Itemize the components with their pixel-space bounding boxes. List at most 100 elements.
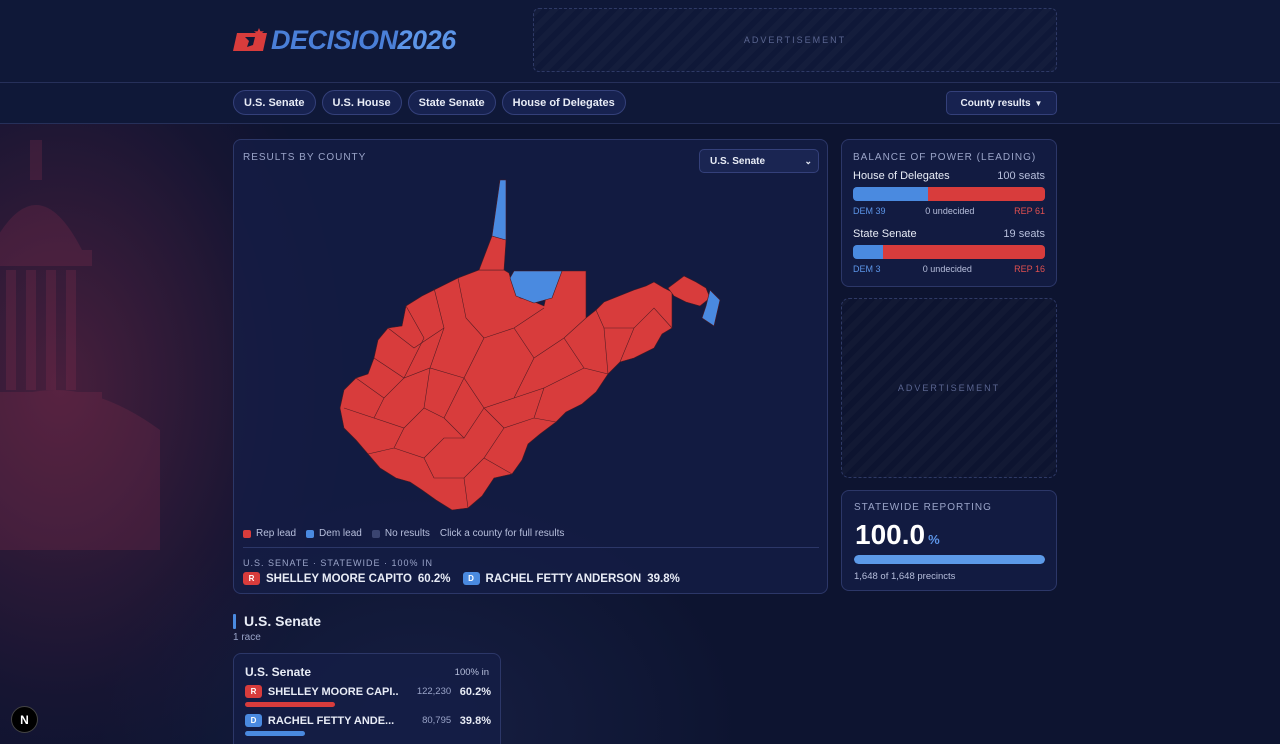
view-mode-label: County results bbox=[960, 97, 1031, 109]
rep-seat-label: REP 16 bbox=[1014, 264, 1045, 274]
race-candidate-pct: 39.8% bbox=[459, 714, 491, 727]
dem-seat-label: DEM 3 bbox=[853, 264, 881, 274]
reporting-progress-fill bbox=[854, 555, 1045, 564]
race-candidate-row: R SHELLEY MOORE CAPI... 122,230 60.2% bbox=[245, 685, 491, 707]
logo-year: 2026 bbox=[397, 24, 457, 55]
county-region-panhandle bbox=[478, 235, 507, 271]
section-title: U.S. Senate bbox=[244, 613, 322, 629]
chamber-senate[interactable]: State Senate 19 seats DEM 3 0 undecided REP… bbox=[853, 228, 1045, 274]
chamber-name: State Senate bbox=[853, 228, 917, 240]
vote-share-track bbox=[245, 702, 395, 707]
seat-bar bbox=[853, 187, 1045, 201]
legend-dem: Dem lead bbox=[306, 528, 362, 539]
reporting-number: 100.0 bbox=[855, 519, 926, 550]
dev-tools-button[interactable]: N bbox=[11, 706, 38, 733]
vote-share-track bbox=[245, 731, 395, 736]
none-swatch bbox=[371, 529, 380, 538]
rep-seat-fill bbox=[927, 187, 1045, 201]
chamber-seats: 100 seats bbox=[997, 170, 1045, 182]
tab-state-senate[interactable]: State Senate bbox=[407, 90, 496, 115]
statewide-candidates: R SHELLEY MOORE CAPITO 60.2% D RACHEL FE… bbox=[243, 572, 692, 585]
logo-word: DECISION bbox=[271, 24, 398, 55]
sidebar-ad-slot[interactable]: ADVERTISEMENT bbox=[841, 298, 1057, 478]
ad-label: ADVERTISEMENT bbox=[743, 35, 847, 45]
seat-bar bbox=[853, 245, 1045, 259]
reporting-title: STATEWIDE REPORTING bbox=[854, 502, 992, 513]
county-region-north-dem bbox=[491, 179, 507, 241]
map-divider bbox=[243, 547, 819, 548]
tab-us-house[interactable]: U.S. House bbox=[321, 90, 402, 115]
rep-swatch bbox=[243, 529, 251, 538]
race-card-us-senate[interactable]: U.S. Senate 100% in R SHELLEY MOORE CAPI… bbox=[233, 653, 501, 744]
vote-share-fill bbox=[245, 731, 305, 736]
section-race-count: 1 race bbox=[233, 632, 261, 643]
candidate-name: SHELLEY MOORE CAPITO bbox=[266, 572, 412, 585]
dem-seat-label: DEM 39 bbox=[853, 206, 886, 216]
view-mode-select[interactable]: County results ▼ bbox=[946, 91, 1057, 115]
candidate-pct: 39.8% bbox=[647, 572, 680, 585]
chamber-house[interactable]: House of Delegates 100 seats DEM 39 0 unde… bbox=[853, 170, 1045, 216]
capitol-dome-backdrop bbox=[0, 140, 160, 550]
precincts-count: 1,648 of 1,648 precincts bbox=[854, 571, 956, 582]
legend-rep-label: Rep lead bbox=[256, 528, 297, 539]
legend-none: No results bbox=[371, 528, 430, 539]
logo-text: DECISION2026 bbox=[271, 25, 456, 56]
race-tabs: U.S. Senate U.S. House State Senate Hous… bbox=[233, 90, 626, 115]
flag-star-icon bbox=[233, 28, 267, 51]
undecided-label: 0 undecided bbox=[922, 264, 972, 274]
map-race-select[interactable]: U.S. Senate ⌄ bbox=[699, 149, 819, 173]
dem-swatch bbox=[306, 529, 315, 538]
legend-rep: Rep lead bbox=[243, 528, 296, 539]
race-candidate-name: RACHEL FETTY ANDE... bbox=[267, 714, 395, 727]
county-region-eastern bbox=[667, 275, 711, 307]
dem-seat-fill bbox=[853, 187, 928, 201]
chamber-seats: 19 seats bbox=[1003, 228, 1045, 240]
candidate-pct: 60.2% bbox=[417, 572, 451, 585]
county-map-panel: RESULTS BY COUNTY U.S. Senate ⌄ bbox=[233, 139, 828, 594]
section-accent bbox=[233, 614, 236, 629]
party-badge-d: D bbox=[462, 572, 480, 585]
party-badge-r: R bbox=[245, 685, 262, 698]
county-region-jefferson-dem bbox=[701, 289, 721, 327]
reporting-progress-bar bbox=[854, 555, 1045, 564]
race-candidate-row: D RACHEL FETTY ANDE... 80,795 39.8% bbox=[245, 714, 491, 736]
map-legend: Rep lead Dem lead No results Click a cou… bbox=[243, 528, 574, 539]
rep-seat-label: REP 61 bbox=[1014, 206, 1045, 216]
chamber-name: House of Delegates bbox=[853, 170, 950, 182]
race-card-title: U.S. Senate bbox=[245, 665, 312, 679]
race-candidate-pct: 60.2% bbox=[459, 685, 491, 698]
west-virginia-county-map[interactable] bbox=[334, 178, 734, 528]
balance-title: BALANCE OF POWER (LEADING) bbox=[853, 152, 1037, 163]
county-region-mon-dem bbox=[509, 270, 563, 304]
race-card-reporting: 100% in bbox=[454, 667, 489, 678]
header-divider bbox=[0, 82, 1280, 83]
top-ad-slot[interactable]: ADVERTISEMENT bbox=[533, 8, 1057, 72]
legend-dem-label: Dem lead bbox=[319, 528, 362, 539]
map-panel-title: RESULTS BY COUNTY bbox=[243, 152, 367, 163]
race-candidate-votes: 122,230 bbox=[416, 686, 452, 697]
chevron-down-icon: ⌄ bbox=[804, 155, 812, 166]
map-race-select-value: U.S. Senate bbox=[710, 155, 766, 167]
undecided-label: 0 undecided bbox=[925, 206, 975, 216]
statewide-summary-label: U.S. SENATE · STATEWIDE · 100% IN bbox=[243, 558, 434, 568]
candidate-name: RACHEL FETTY ANDERSON bbox=[485, 572, 642, 585]
decision-logo[interactable]: DECISION2026 bbox=[233, 25, 456, 55]
ad-label: ADVERTISEMENT bbox=[897, 383, 1001, 393]
tab-us-senate[interactable]: U.S. Senate bbox=[233, 90, 316, 115]
race-candidate-votes: 80,795 bbox=[422, 715, 452, 726]
caret-down-icon: ▼ bbox=[1034, 98, 1043, 108]
reporting-value: 100.0% bbox=[855, 519, 940, 551]
dem-seat-fill bbox=[853, 245, 884, 259]
nav-divider bbox=[0, 123, 1280, 124]
race-candidate-name: SHELLEY MOORE CAPI... bbox=[267, 685, 400, 698]
legend-none-label: No results bbox=[384, 528, 430, 539]
county-region-main bbox=[339, 269, 673, 511]
rep-seat-fill bbox=[883, 245, 1045, 259]
vote-share-fill bbox=[245, 702, 336, 707]
map-hint: Click a county for full results bbox=[439, 528, 565, 539]
statewide-reporting-panel: STATEWIDE REPORTING 100.0% 1,648 of 1,64… bbox=[841, 490, 1057, 591]
reporting-unit: % bbox=[928, 532, 940, 547]
party-badge-d: D bbox=[245, 714, 262, 727]
tab-house-of-delegates[interactable]: House of Delegates bbox=[501, 90, 626, 115]
balance-of-power-panel: BALANCE OF POWER (LEADING) House of Dele… bbox=[841, 139, 1057, 287]
